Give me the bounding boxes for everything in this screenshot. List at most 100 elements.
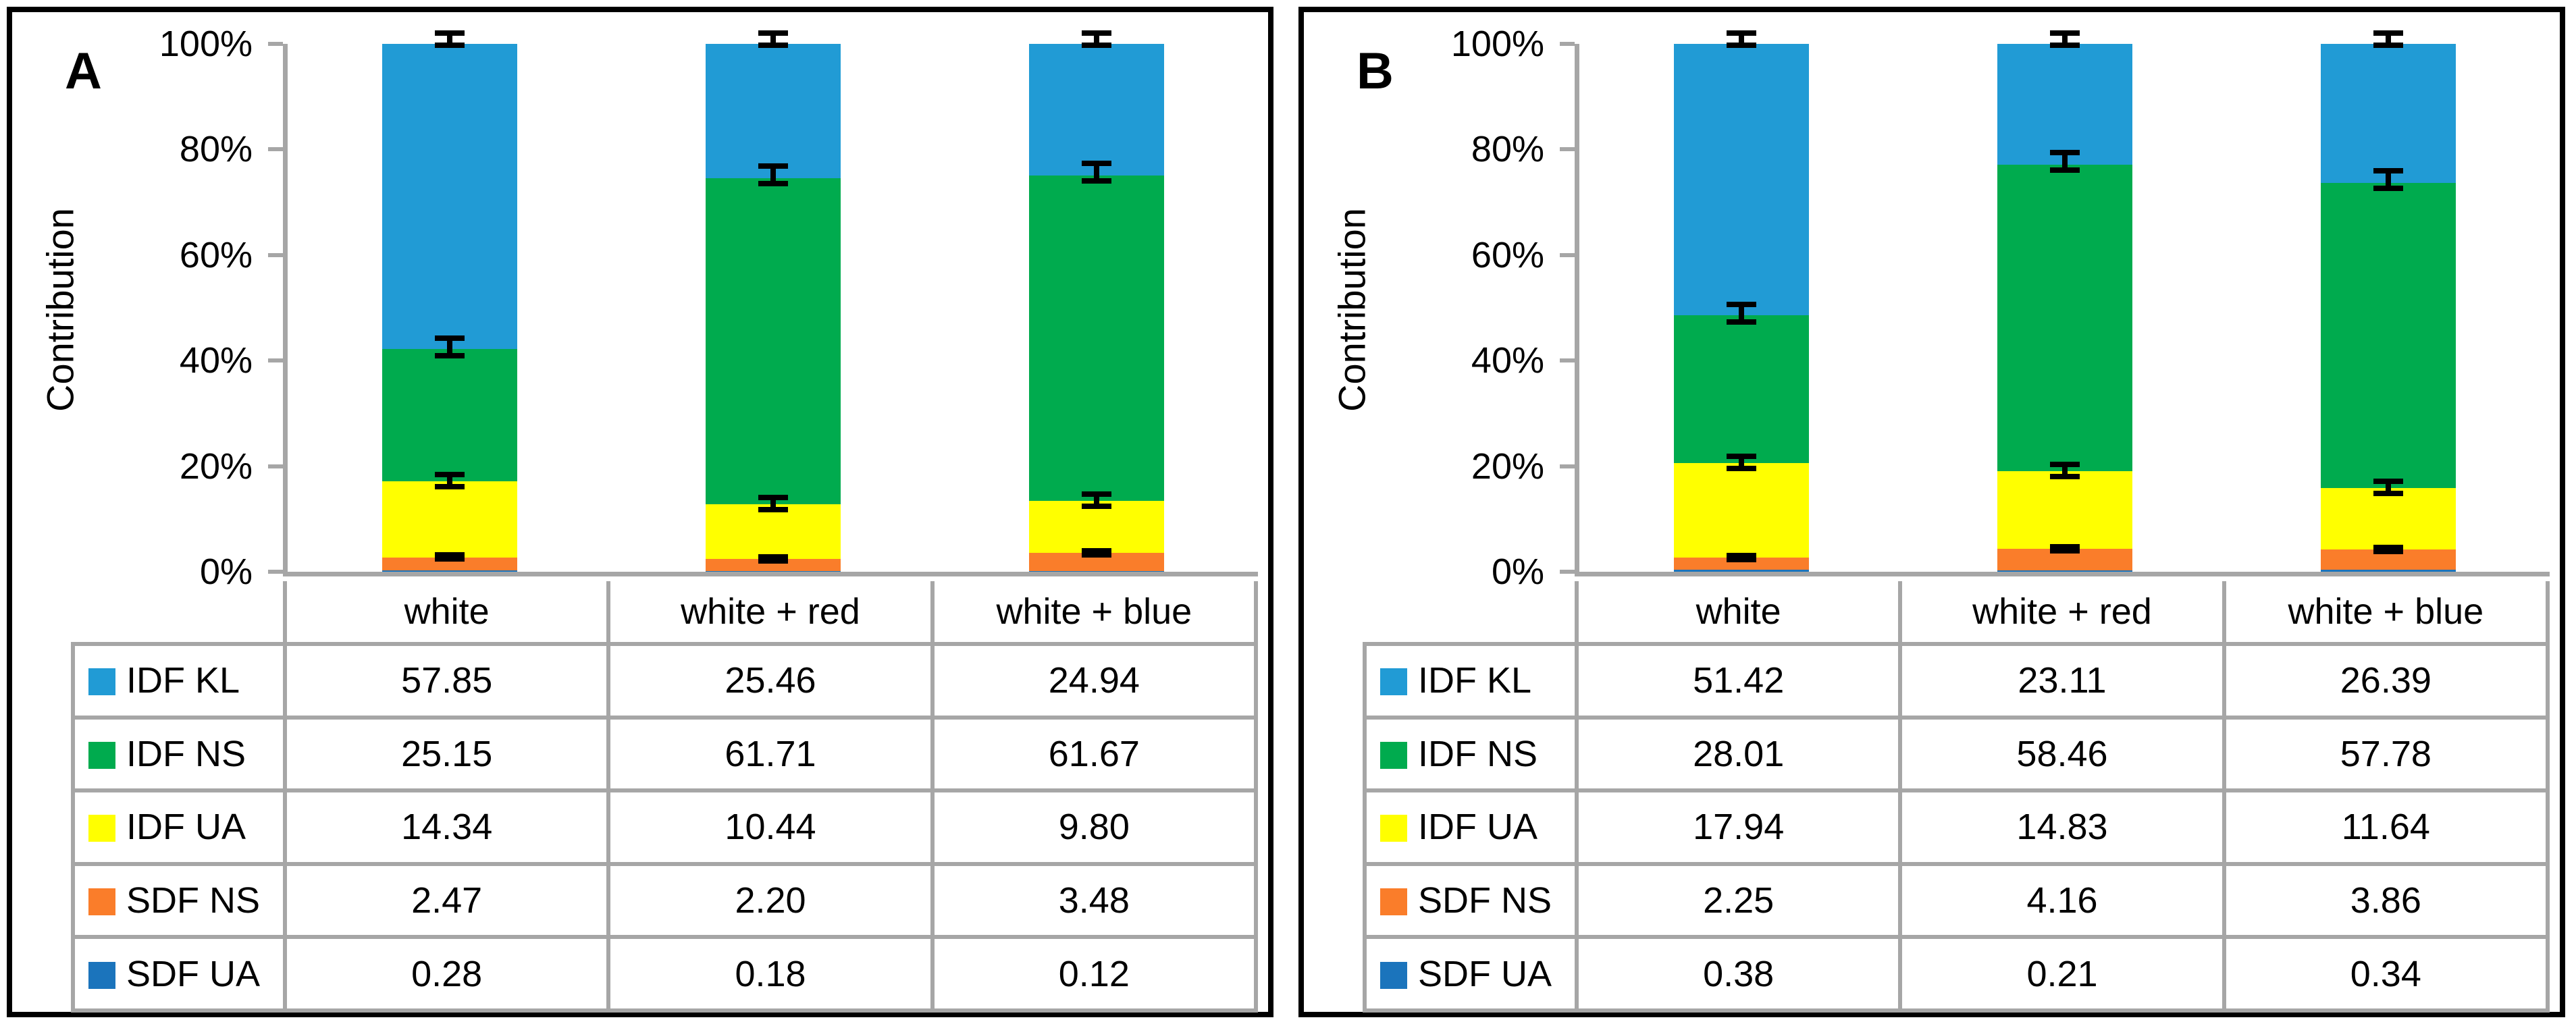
legend-key-cell: IDF NS [1363, 715, 1579, 793]
legend-key-cell: SDF UA [1363, 935, 1579, 1013]
value-cell: 0.34 [2222, 935, 2550, 1013]
error-bar-whisker [2061, 149, 2068, 173]
legend-swatch-icon [1380, 741, 1407, 769]
error-bar [2373, 479, 2403, 497]
legend-table-row: IDF KL 57.85 25.46 24.94 [71, 642, 1259, 720]
y-tick-mark [1560, 147, 1575, 152]
error-bar [1081, 547, 1111, 558]
y-axis-title: Contribution [1330, 208, 1373, 412]
error-bar-whisker [2385, 168, 2391, 192]
bar-segment-sdf-ua [1028, 571, 1164, 572]
legend-key-cell: IDF KL [1363, 642, 1579, 720]
stacked-bar [705, 44, 841, 572]
x-category-label: white + blue [930, 581, 1258, 642]
error-bar-whisker [446, 30, 452, 48]
legend-key-cell: SDF NS [1363, 861, 1579, 940]
stacked-bar [2320, 44, 2456, 572]
bar-segment-sdf-ua [1997, 570, 2132, 572]
x-category-label: white + red [1898, 581, 2222, 642]
y-tick-label: 80% [1471, 129, 1544, 170]
bar-slot [1903, 30, 2226, 572]
value-cell: 9.80 [930, 788, 1259, 866]
error-bar [2373, 30, 2403, 48]
y-tick-mark [1560, 570, 1575, 574]
legend-table-row: IDF NS 25.15 61.71 61.67 [71, 715, 1259, 793]
bar-slot [288, 30, 611, 572]
legend-swatch-icon [88, 961, 115, 989]
legend-swatch-icon [88, 741, 115, 769]
error-bar-whisker [2385, 544, 2391, 554]
value-cell: 58.46 [1898, 715, 2226, 793]
bar-segment-idf-kl [2320, 44, 2456, 184]
bar-segment-sdf-ns [382, 557, 517, 570]
error-bar-whisker [446, 472, 452, 490]
y-axis: 100% 80% 60% 40% 20% 0% [159, 26, 1258, 590]
error-bar [2373, 168, 2403, 192]
bar-segment-idf-ns [1997, 165, 2132, 472]
y-tick-label: 0% [1491, 551, 1544, 592]
error-bar [1081, 491, 1111, 510]
bar-segment-sdf-ua [705, 570, 841, 572]
legend-key-cell: IDF UA [1363, 788, 1579, 866]
bar-slot [1579, 30, 1903, 572]
value-cell: 23.11 [1898, 642, 2226, 720]
value-cell: 51.42 [1574, 642, 1903, 720]
bar-segment-idf-kl [1028, 44, 1164, 176]
y-tick-mark [268, 42, 283, 46]
y-tick-mark [268, 358, 283, 363]
y-axis-title: Contribution [38, 208, 82, 412]
bar-slot [935, 30, 1258, 572]
value-cell: 57.78 [2222, 715, 2550, 793]
value-cell: 0.12 [930, 935, 1259, 1013]
error-bar [2049, 543, 2080, 554]
bar-segment-idf-ua [705, 504, 841, 560]
legend-key-cell: IDF NS [71, 715, 287, 793]
error-bar-whisker [1738, 301, 1744, 325]
bar-segment-idf-ns [382, 349, 517, 482]
value-cell: 14.34 [282, 788, 611, 866]
error-bar [758, 554, 788, 564]
legend-swatch-icon [1380, 668, 1407, 696]
legend-swatch-icon [88, 668, 115, 696]
legend-table-row: SDF NS 2.47 2.20 3.48 [71, 861, 1259, 940]
x-category-label: white + blue [2222, 581, 2550, 642]
bar-segment-sdf-ns [1673, 558, 1809, 570]
error-bar [1081, 160, 1111, 184]
panel-b: B Contribution 100% 80% 60% 40% 20% 0% white w… [1298, 7, 2565, 1017]
value-cell: 25.15 [282, 715, 611, 793]
bar-segment-sdf-ua [1673, 570, 1809, 572]
value-cell: 61.67 [930, 715, 1259, 793]
y-tick-label: 0% [199, 551, 253, 592]
y-tick-label: 60% [1471, 234, 1544, 275]
legend-key-cell: IDF KL [71, 642, 287, 720]
value-cell: 3.48 [930, 861, 1259, 940]
bar-segment-idf-ns [1028, 176, 1164, 502]
value-cell: 28.01 [1574, 715, 1903, 793]
error-bar-whisker [770, 554, 776, 564]
bar-segment-sdf-ua [382, 570, 517, 572]
legend-swatch-icon [88, 815, 115, 842]
error-bar-whisker [446, 335, 452, 359]
y-tick-mark [268, 147, 283, 152]
y-tick-label: 100% [159, 24, 253, 64]
value-cell: 61.71 [606, 715, 935, 793]
bars-container [1579, 30, 2550, 572]
y-tick-mark [1560, 358, 1575, 363]
bar-segment-idf-kl [382, 44, 517, 349]
error-bar [434, 472, 465, 490]
error-bar [1726, 30, 1756, 48]
value-cell: 11.64 [2222, 788, 2550, 866]
x-category-label: white [283, 581, 606, 642]
error-bar [2373, 544, 2403, 554]
y-tick-mark [268, 570, 283, 574]
legend-table-row: IDF UA 17.94 14.83 11.64 [1363, 788, 2550, 866]
x-category-label: white + red [606, 581, 930, 642]
bar-segment-idf-kl [1673, 44, 1809, 316]
legend-key-cell: IDF UA [71, 788, 287, 866]
bar-segment-idf-ns [705, 178, 841, 504]
x-axis-category-row: white white + red white + blue [1575, 581, 2550, 642]
stacked-bar [1673, 44, 1809, 572]
legend-swatch-icon [1380, 815, 1407, 842]
panel-a-label: A [65, 43, 102, 100]
